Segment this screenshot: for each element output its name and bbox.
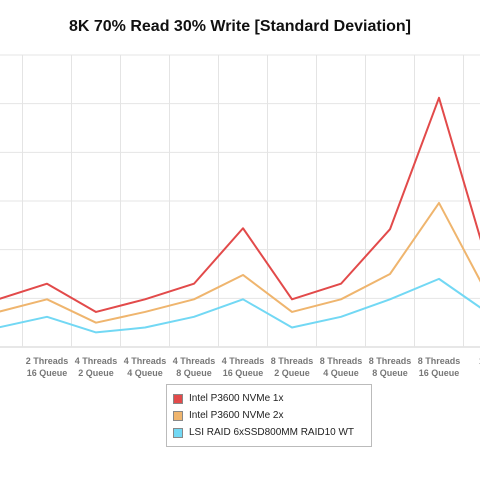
legend-label: Intel P3600 NVMe 1x xyxy=(189,393,284,404)
x-tick-label: 4 Queue xyxy=(127,368,163,378)
x-tick-label: 4 Threads xyxy=(173,356,216,366)
x-tick-label: 16 Queue xyxy=(419,368,460,378)
series-lines xyxy=(0,96,480,334)
x-tick-label: 2 Queue xyxy=(274,368,310,378)
x-tick-label: 4 Threads xyxy=(75,356,118,366)
x-tick-label: 4 Queue xyxy=(323,368,359,378)
series-line xyxy=(0,277,480,334)
x-tick-label: 8 Threads xyxy=(369,356,412,366)
x-tick-label: 2 Queue xyxy=(78,368,114,378)
legend-item: LSI RAID 6xSSD800MM RAID10 WT xyxy=(173,424,371,441)
series-line xyxy=(0,201,480,324)
legend-item: Intel P3600 NVMe 1x xyxy=(173,390,371,407)
x-tick-labels: 2 Threads 16 Queue 4 Threads 2 Queue 4 Threa… xyxy=(26,356,480,378)
legend: Intel P3600 NVMe 1x Intel P3600 NVMe 2x … xyxy=(166,384,372,447)
x-tick-label: 4 Threads xyxy=(222,356,265,366)
legend-label: Intel P3600 NVMe 2x xyxy=(189,410,284,421)
x-tick-label: 16 Queue xyxy=(223,368,264,378)
x-tick-label: 8 Queue xyxy=(372,368,408,378)
legend-swatch-red xyxy=(173,393,183,404)
x-tick-label: 8 Threads xyxy=(320,356,363,366)
series-line xyxy=(0,96,480,313)
x-tick-label: 8 Threads xyxy=(418,356,461,366)
x-tick-label: 8 Threads xyxy=(271,356,314,366)
legend-item: Intel P3600 NVMe 2x xyxy=(173,407,371,424)
x-tick-label: 16 Queue xyxy=(27,368,68,378)
grid-lines xyxy=(0,54,480,348)
x-tick-label: 4 Threads xyxy=(124,356,167,366)
legend-swatch-blue xyxy=(173,427,183,438)
x-tick-label: 8 Queue xyxy=(176,368,212,378)
chart-title: 8K 70% Read 30% Write [Standard Deviatio… xyxy=(68,18,412,35)
x-tick-label: 2 Threads xyxy=(26,356,69,366)
legend-label: LSI RAID 6xSSD800MM RAID10 WT xyxy=(189,427,355,438)
legend-swatch-orange xyxy=(173,410,183,421)
x-tick-label: 16 T xyxy=(479,356,480,366)
